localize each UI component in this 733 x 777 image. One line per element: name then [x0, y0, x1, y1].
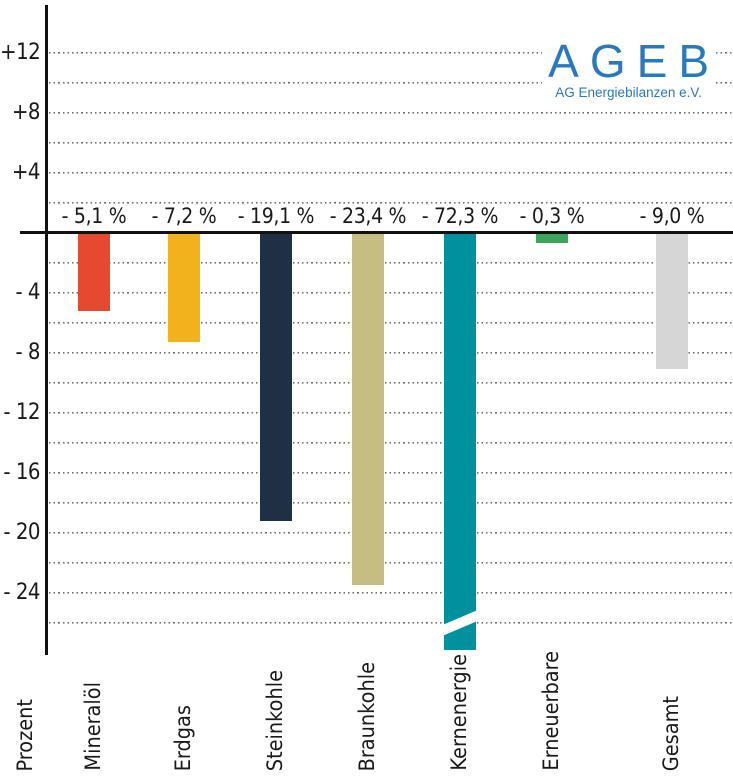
category-label-mineralöl: Mineralöl	[81, 682, 106, 771]
category-label-erdgas: Erdgas	[171, 704, 196, 771]
x-axis-zero-line	[20, 231, 733, 234]
bar-value-label: - 23,4 %	[329, 204, 407, 228]
gridline--2	[49, 262, 733, 264]
bar-mineralöl	[78, 234, 110, 311]
y-tick-label: - 12	[3, 400, 40, 425]
gridline--10	[49, 382, 733, 384]
y-tick-label: - 16	[3, 460, 40, 485]
y-tick-label: +4	[11, 160, 41, 185]
gridline--8	[49, 352, 733, 354]
y-axis-line	[45, 5, 48, 655]
category-label-gesamt: Gesamt	[659, 695, 684, 771]
bar-value-label: - 9,0 %	[639, 204, 705, 228]
bar-erneuerbare	[536, 234, 568, 243]
gridline--20	[49, 532, 733, 534]
gridline--18	[49, 502, 733, 504]
category-label-kernenergie: Kernenergie	[447, 654, 472, 771]
gridline-4	[49, 172, 733, 174]
gridline--22	[49, 562, 733, 564]
y-tick-label: +12	[0, 40, 41, 65]
gridline--16	[49, 472, 733, 474]
gridline--12	[49, 412, 733, 414]
bar-value-label: - 19,1 %	[237, 204, 315, 228]
y-axis-unit-label: Prozent	[13, 698, 38, 772]
ageb-logo-subtitle: AG Energiebilanzen e.V.	[555, 85, 702, 100]
bar-braunkohle	[352, 234, 384, 585]
bar-steinkohle	[260, 234, 292, 521]
gridline--14	[49, 442, 733, 444]
category-label-braunkohle: Braunkohle	[355, 661, 380, 771]
gridline-12	[49, 52, 733, 54]
y-tick-label: - 8	[15, 340, 40, 365]
category-label-steinkohle: Steinkohle	[263, 669, 288, 771]
ageb-logo: AGEB AG Energiebilanzen e.V.	[542, 36, 715, 105]
y-tick-label: +8	[11, 100, 41, 125]
bar-gesamt	[656, 234, 688, 369]
bar-value-label: - 0,3 %	[519, 204, 585, 228]
ageb-logo-title: AGEB	[548, 35, 720, 87]
gridline-10	[49, 82, 733, 84]
bar-value-label: - 72,3 %	[421, 204, 499, 228]
y-tick-label: - 20	[3, 520, 40, 545]
gridline--26	[49, 622, 733, 624]
gridline--6	[49, 322, 733, 324]
y-tick-label: - 24	[3, 580, 40, 605]
bar-value-label: - 7,2 %	[151, 204, 217, 228]
gridline--4	[49, 292, 733, 294]
gridline-6	[49, 142, 733, 144]
gridline-2	[49, 202, 733, 204]
bar-value-label: - 5,1 %	[61, 204, 127, 228]
category-label-erneuerbare: Erneuerbare	[539, 651, 564, 771]
bar-erdgas	[168, 234, 200, 342]
bar-kernenergie	[444, 234, 476, 650]
gridline-8	[49, 112, 733, 114]
gridline--24	[49, 592, 733, 594]
y-tick-label: - 4	[15, 280, 40, 305]
